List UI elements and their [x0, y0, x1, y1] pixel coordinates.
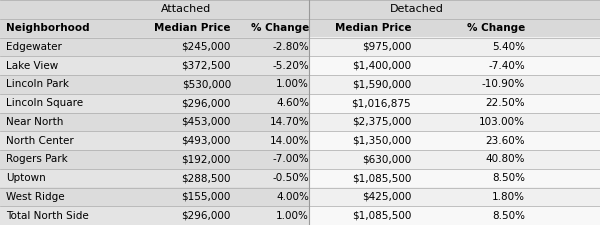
- Bar: [0, 112, 309, 131]
- Text: $1,350,000: $1,350,000: [352, 136, 411, 146]
- Bar: [0, 187, 309, 206]
- Text: % Change: % Change: [467, 23, 525, 33]
- Text: $425,000: $425,000: [362, 192, 411, 202]
- Bar: [309, 94, 600, 112]
- Text: 14.70%: 14.70%: [269, 117, 309, 127]
- Bar: [309, 75, 600, 94]
- Bar: [309, 169, 600, 187]
- Text: $288,500: $288,500: [182, 173, 231, 183]
- Text: Median Price: Median Price: [155, 23, 231, 33]
- Text: -7.40%: -7.40%: [488, 61, 525, 71]
- Bar: [309, 56, 600, 75]
- Bar: [0, 56, 309, 75]
- Text: $1,016,875: $1,016,875: [352, 98, 411, 108]
- Text: 5.40%: 5.40%: [492, 42, 525, 52]
- Text: $1,590,000: $1,590,000: [352, 79, 411, 89]
- Text: $1,400,000: $1,400,000: [352, 61, 411, 71]
- Bar: [0, 169, 309, 187]
- Bar: [309, 112, 600, 131]
- Bar: [0, 0, 600, 19]
- Text: $245,000: $245,000: [182, 42, 231, 52]
- Text: $453,000: $453,000: [182, 117, 231, 127]
- Text: % Change: % Change: [251, 23, 309, 33]
- Bar: [0, 94, 309, 112]
- Text: $1,085,500: $1,085,500: [352, 211, 411, 221]
- Text: -5.20%: -5.20%: [272, 61, 309, 71]
- Text: 1.00%: 1.00%: [276, 211, 309, 221]
- Text: $155,000: $155,000: [182, 192, 231, 202]
- Text: 8.50%: 8.50%: [492, 211, 525, 221]
- Text: Attached: Attached: [161, 4, 211, 14]
- Text: -7.00%: -7.00%: [272, 154, 309, 164]
- Text: 23.60%: 23.60%: [485, 136, 525, 146]
- Text: West Ridge: West Ridge: [6, 192, 65, 202]
- Text: 4.00%: 4.00%: [276, 192, 309, 202]
- Text: 14.00%: 14.00%: [269, 136, 309, 146]
- Bar: [0, 75, 309, 94]
- Text: Lincoln Square: Lincoln Square: [6, 98, 83, 108]
- Text: Lake View: Lake View: [6, 61, 58, 71]
- Text: $975,000: $975,000: [362, 42, 411, 52]
- Bar: [0, 206, 309, 225]
- Text: -2.80%: -2.80%: [272, 42, 309, 52]
- Bar: [0, 38, 309, 56]
- Text: $372,500: $372,500: [182, 61, 231, 71]
- Bar: [309, 38, 600, 56]
- Text: 8.50%: 8.50%: [492, 173, 525, 183]
- Text: 103.00%: 103.00%: [479, 117, 525, 127]
- Text: $630,000: $630,000: [362, 154, 411, 164]
- Bar: [0, 150, 309, 169]
- Text: Neighborhood: Neighborhood: [6, 23, 89, 33]
- Text: Near North: Near North: [6, 117, 64, 127]
- Text: Edgewater: Edgewater: [6, 42, 62, 52]
- Text: Total North Side: Total North Side: [6, 211, 89, 221]
- Text: 40.80%: 40.80%: [485, 154, 525, 164]
- Text: Median Price: Median Price: [335, 23, 411, 33]
- Text: $1,085,500: $1,085,500: [352, 173, 411, 183]
- Text: North Center: North Center: [6, 136, 74, 146]
- Text: Lincoln Park: Lincoln Park: [6, 79, 69, 89]
- Text: 1.80%: 1.80%: [492, 192, 525, 202]
- Text: $296,000: $296,000: [182, 98, 231, 108]
- Text: Detached: Detached: [390, 4, 444, 14]
- Text: 22.50%: 22.50%: [485, 98, 525, 108]
- Text: $192,000: $192,000: [182, 154, 231, 164]
- Text: $530,000: $530,000: [182, 79, 231, 89]
- Text: Rogers Park: Rogers Park: [6, 154, 68, 164]
- Text: -10.90%: -10.90%: [482, 79, 525, 89]
- Text: $296,000: $296,000: [182, 211, 231, 221]
- Text: -0.50%: -0.50%: [272, 173, 309, 183]
- Text: $493,000: $493,000: [182, 136, 231, 146]
- Bar: [309, 150, 600, 169]
- Bar: [309, 206, 600, 225]
- Text: $2,375,000: $2,375,000: [352, 117, 411, 127]
- Bar: [309, 131, 600, 150]
- Bar: [309, 187, 600, 206]
- Bar: [0, 131, 309, 150]
- Bar: [0, 19, 600, 38]
- Text: 1.00%: 1.00%: [276, 79, 309, 89]
- Text: Uptown: Uptown: [6, 173, 46, 183]
- Text: 4.60%: 4.60%: [276, 98, 309, 108]
